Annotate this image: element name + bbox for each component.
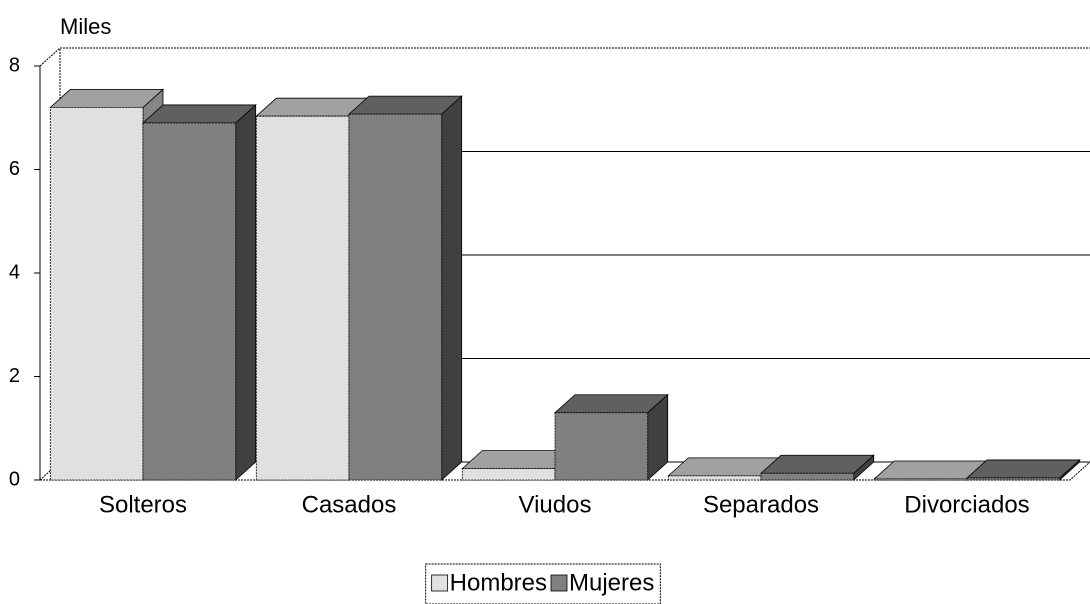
bar-front <box>966 477 1061 481</box>
bar-front <box>760 472 855 481</box>
legend-swatch <box>550 574 568 592</box>
bar-top <box>759 454 875 474</box>
y-axis-label: Miles <box>60 14 111 39</box>
bar-front <box>142 122 237 481</box>
bar-front <box>461 468 556 481</box>
legend-label: Hombres <box>450 569 547 596</box>
bar <box>347 95 463 481</box>
bar-front <box>255 115 350 481</box>
bar-top <box>347 95 463 115</box>
side-wall-edge <box>39 47 61 67</box>
bar-side <box>235 104 257 481</box>
bar <box>965 459 1081 481</box>
bar <box>553 393 669 481</box>
legend: Hombres Mujeres <box>425 563 661 604</box>
bar-front <box>348 113 443 481</box>
bar-front <box>554 412 649 481</box>
bar-front <box>873 478 968 481</box>
y-tick-label: 2 <box>9 365 20 387</box>
bar-top <box>965 459 1081 479</box>
bar-side <box>441 95 463 481</box>
bar-top <box>141 104 257 124</box>
y-tick-label: 4 <box>9 261 20 283</box>
bar-front <box>667 475 762 481</box>
bar-top <box>553 394 669 414</box>
legend-label: Mujeres <box>569 569 654 596</box>
x-tick-label: Viudos <box>519 491 592 518</box>
legend-swatch <box>431 574 449 592</box>
y-tick-label: 6 <box>9 158 20 180</box>
legend-box <box>425 563 661 604</box>
bar <box>141 104 257 481</box>
x-tick-label: Solteros <box>99 491 187 518</box>
x-tick-label: Divorciados <box>904 491 1029 518</box>
y-tick-label: 0 <box>9 468 20 490</box>
bar <box>759 454 875 481</box>
y-tick-label: 8 <box>9 54 20 76</box>
x-tick-label: Casados <box>302 491 397 518</box>
bar-top <box>49 89 165 108</box>
bar-front <box>49 107 144 481</box>
x-tick-label: Separados <box>703 491 819 518</box>
